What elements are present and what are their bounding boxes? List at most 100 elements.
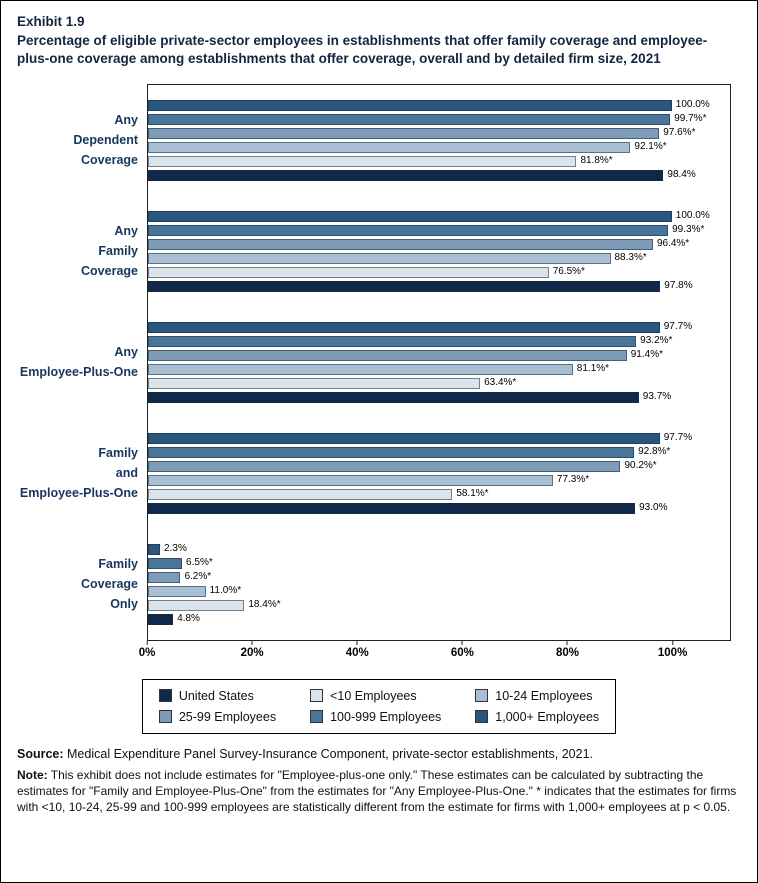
bar-1-000-employees bbox=[148, 543, 161, 555]
bar-1-000-employees bbox=[148, 432, 660, 444]
bar-value-label: 91.4%* bbox=[630, 349, 663, 361]
bar-united-states bbox=[148, 391, 639, 403]
legend-label: United States bbox=[178, 688, 254, 703]
bar-group: 97.7% 93.2%* 91.4%* 81.1%* 63.4%* 93.7% bbox=[148, 307, 730, 418]
bar-united-states bbox=[148, 502, 636, 514]
bar-group: 100.0% 99.3%* 96.4%* 88.3%* 76.5%* 97.8% bbox=[148, 196, 730, 307]
bar-group: 2.3% 6.5%* 6.2%* 11.0%* 18.4%* 4.8% bbox=[148, 529, 730, 640]
x-axis-tick: 100% bbox=[658, 641, 687, 659]
legend-item: 100-999 Employees bbox=[310, 710, 441, 724]
y-labels: Any Dependent Coverage Any Family Coverag… bbox=[15, 84, 147, 665]
bar-value-label: 93.2%* bbox=[640, 335, 673, 347]
bar-value-label: 93.0% bbox=[639, 502, 668, 514]
bar-value-label: 96.4%* bbox=[656, 238, 690, 250]
bar-value-label: 97.8% bbox=[664, 280, 693, 292]
legend-item: United States bbox=[158, 688, 276, 703]
bar-row: 100.0% bbox=[148, 99, 730, 111]
bar-row: 11.0%* bbox=[148, 585, 730, 597]
bar-value-label: 93.7% bbox=[642, 391, 672, 403]
bar-row: 88.3%* bbox=[148, 252, 730, 264]
bar-row: 93.2%* bbox=[148, 335, 730, 347]
bar-row: 76.5%* bbox=[148, 266, 730, 278]
bar-row: 99.3%* bbox=[148, 224, 730, 236]
bar-10-employees bbox=[148, 488, 453, 500]
bar-row: 97.8% bbox=[148, 280, 730, 292]
bar-value-label: 6.2%* bbox=[184, 571, 212, 583]
x-axis-tick: 80% bbox=[556, 641, 579, 659]
bar-row: 58.1%* bbox=[148, 488, 730, 500]
bar-united-states bbox=[148, 280, 661, 292]
legend-swatch bbox=[310, 710, 324, 724]
bar-value-label: 100.0% bbox=[675, 210, 710, 222]
bar-10-24-employees bbox=[148, 363, 573, 375]
x-axis-tick: 20% bbox=[241, 641, 264, 659]
x-axis-tick: 0% bbox=[139, 641, 156, 659]
bar-25-99-employees bbox=[148, 238, 653, 250]
bar-row: 97.7% bbox=[148, 432, 730, 444]
bar-value-label: 97.7% bbox=[663, 321, 693, 333]
legend-swatch bbox=[158, 689, 172, 703]
bar-value-label: 63.4%* bbox=[484, 377, 517, 389]
bar-10-employees bbox=[148, 266, 549, 278]
x-axis-tick: 60% bbox=[451, 641, 474, 659]
bar-row: 93.7% bbox=[148, 391, 730, 403]
bar-10-24-employees bbox=[148, 252, 611, 264]
bar-row: 6.2%* bbox=[148, 571, 730, 583]
bar-1-000-employees bbox=[148, 210, 672, 222]
bar-10-24-employees bbox=[148, 585, 206, 597]
bar-row: 81.8%* bbox=[148, 155, 730, 167]
bar-10-employees bbox=[148, 155, 577, 167]
bar-row: 97.6%* bbox=[148, 127, 730, 139]
bar-value-label: 97.7% bbox=[663, 432, 693, 444]
bar-value-label: 99.7%* bbox=[674, 113, 707, 125]
bar-value-label: 11.0%* bbox=[209, 585, 242, 597]
bar-row: 91.4%* bbox=[148, 349, 730, 361]
legend-label: 1,000+ Employees bbox=[495, 709, 600, 724]
bar-25-99-employees bbox=[148, 349, 627, 361]
source-label: Source: bbox=[17, 746, 64, 761]
bar-10-employees bbox=[148, 377, 481, 389]
bar-row: 97.7% bbox=[148, 321, 730, 333]
bar-100-999-employees bbox=[148, 224, 669, 236]
legend: United States <10 Employees 10-24 Employee… bbox=[141, 678, 617, 734]
bar-row: 77.3%* bbox=[148, 474, 730, 486]
bar-value-label: 100.0% bbox=[675, 99, 710, 111]
bar-25-99-employees bbox=[148, 460, 621, 472]
bar-value-label: 97.6%* bbox=[663, 127, 696, 139]
bar-row: 98.4% bbox=[148, 169, 730, 181]
legend-swatch bbox=[475, 710, 489, 724]
legend-label: 25-99 Employees bbox=[178, 709, 277, 724]
x-axis: 0% 20% 40% 60% 80% 100% bbox=[139, 641, 731, 665]
bar-value-label: 18.4%* bbox=[248, 599, 281, 611]
bar-value-label: 4.8% bbox=[177, 613, 200, 625]
legend-label: <10 Employees bbox=[330, 688, 417, 703]
bar-1-000-employees bbox=[148, 321, 660, 333]
bar-row: 92.8%* bbox=[148, 446, 730, 458]
source-note: Source: Medical Expenditure Panel Survey… bbox=[17, 747, 741, 761]
plot-area: 100.0% 99.7%* 97.6%* 92.1%* 81.8%* 98.4% 100.0… bbox=[147, 83, 731, 641]
bar-group: 97.7% 92.8%* 90.2%* 77.3%* 58.1%* 93.0% bbox=[148, 418, 730, 529]
bar-100-999-employees bbox=[148, 335, 637, 347]
bar-10-24-employees bbox=[148, 474, 553, 486]
legend-label: 100-999 Employees bbox=[330, 709, 442, 724]
group-label: Any Employee-Plus-One bbox=[19, 345, 138, 380]
group-label: Any Family Coverage bbox=[81, 224, 138, 279]
bar-10-employees bbox=[148, 599, 245, 611]
bar-value-label: 92.8%* bbox=[638, 446, 671, 458]
bar-value-label: 81.1%* bbox=[576, 363, 610, 375]
group-label: Any Dependent Coverage bbox=[73, 113, 138, 168]
bar-row: 18.4%* bbox=[148, 599, 730, 611]
bar-row: 2.3% bbox=[148, 543, 730, 555]
bar-value-label: 92.1%* bbox=[634, 141, 667, 153]
group-label: Family and Employee-Plus-One bbox=[19, 446, 138, 501]
x-axis-tick: 40% bbox=[346, 641, 369, 659]
bar-row: 96.4%* bbox=[148, 238, 730, 250]
chart-title: Percentage of eligible private-sector em… bbox=[17, 33, 708, 66]
bar-row: 92.1%* bbox=[148, 141, 730, 153]
bar-100-999-employees bbox=[148, 446, 635, 458]
plot-column: 100.0% 99.7%* 97.6%* 92.1%* 81.8%* 98.4% 100.0… bbox=[139, 83, 731, 665]
bar-row: 4.8% bbox=[148, 613, 730, 625]
bar-row: 100.0% bbox=[148, 210, 730, 222]
footnote: Note: This exhibit does not include esti… bbox=[17, 768, 743, 816]
